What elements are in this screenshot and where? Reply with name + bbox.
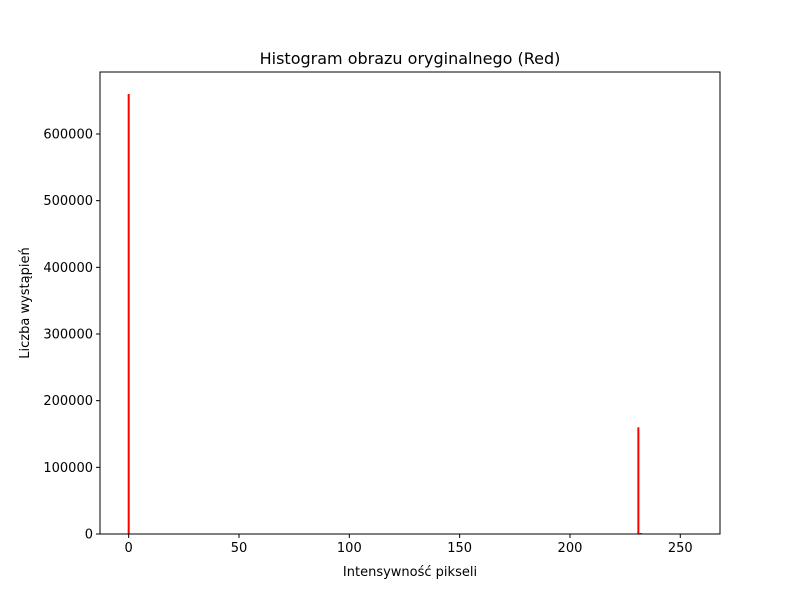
y-tick-label: 400000 <box>43 261 93 276</box>
x-tick-label: 0 <box>125 541 133 556</box>
plot-frame <box>99 71 721 535</box>
x-axis-label: Intensywność pikseli <box>343 565 477 580</box>
plot-area <box>100 72 720 534</box>
histogram-bar <box>127 94 130 534</box>
y-axis-label: Liczba wystąpień <box>18 247 33 358</box>
histogram-bar <box>637 427 640 534</box>
x-tick-label: 50 <box>231 541 248 556</box>
y-tick-label: 200000 <box>43 394 93 409</box>
x-tick-label: 100 <box>337 541 362 556</box>
x-tick-label: 250 <box>668 541 693 556</box>
y-tick-label: 600000 <box>43 128 93 143</box>
x-tick-label: 200 <box>558 541 583 556</box>
x-tick-label: 150 <box>447 541 472 556</box>
y-tick-label: 0 <box>85 528 93 543</box>
chart-title: Histogram obrazu oryginalnego (Red) <box>260 49 561 68</box>
x-axis-ticks: 0 50 100 150 200 250 <box>125 534 693 556</box>
y-tick-label: 500000 <box>43 194 93 209</box>
y-axis-ticks: 0 100000 200000 300000 400000 500000 600000 <box>43 128 100 543</box>
y-tick-label: 100000 <box>43 461 93 476</box>
y-tick-label: 300000 <box>43 328 93 343</box>
